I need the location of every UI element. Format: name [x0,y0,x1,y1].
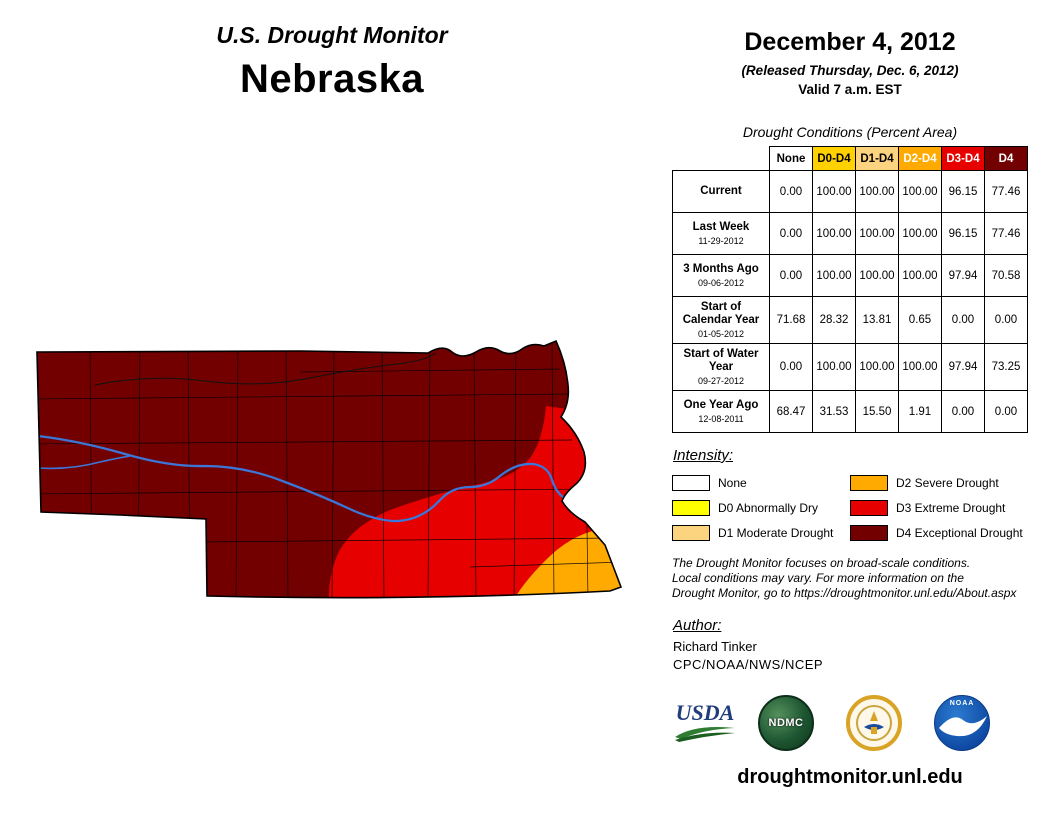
table-caption: Drought Conditions (Percent Area) [742,124,958,140]
stat-value: 96.15 [941,170,985,213]
disclaimer-text: The Drought Monitor focuses on broad-sca… [672,556,1017,600]
state-outline [36,339,623,599]
legend-item-d4: D4 Exceptional Drought [850,520,1028,545]
usda-field-icon [675,727,735,742]
platte-river [37,434,565,523]
col-header-d0-d4: D0-D4 [812,146,856,171]
col-header-d4: D4 [984,146,1028,171]
stat-value: 100.00 [898,343,942,391]
legend-item-d1: D1 Moderate Drought [672,520,850,545]
county-lines [37,341,621,598]
stat-value: 77.46 [984,170,1028,213]
stat-value: 100.00 [898,170,942,213]
row-label: One Year Ago 12-08-2011 [672,390,770,433]
noaa-gull-icon [939,716,987,737]
table-row: Last Week 11-29-2012 0.00 100.00 100.00 1… [672,212,1028,255]
south-platte-river [37,455,131,470]
legend-item-d2: D2 Severe Drought [850,470,1028,495]
col-header-d2-d4: D2-D4 [898,146,942,171]
col-header-d1-d4: D1-D4 [855,146,899,171]
row-label: Last Week 11-29-2012 [672,212,770,255]
table-row: Current 0.00 100.00 100.00 100.00 96.15 … [672,170,1028,213]
usda-logo: USDA [670,692,740,754]
table-header-row: None D0-D4 D1-D4 D2-D4 D3-D4 D4 [672,146,1028,171]
d0-swatch [672,499,710,516]
d2-swatch [850,474,888,491]
stat-value: 0.00 [984,390,1028,433]
d4-swatch [850,524,888,541]
niobrara-river [94,352,437,386]
legend-item-none: None [672,470,850,495]
stat-value: 0.00 [769,212,813,255]
stat-value: 0.00 [769,343,813,391]
d1-swatch [672,524,710,541]
col-header-none: None [769,146,813,171]
legend-item-d3: D3 Extreme Drought [850,495,1028,520]
table-corner-cell [672,146,770,171]
nebraska-drought-map [15,300,645,615]
stat-value: 100.00 [855,212,899,255]
stat-value: 0.00 [769,254,813,297]
stat-value: 97.94 [941,254,985,297]
stat-value: 15.50 [855,390,899,433]
agency-logos: USDA NDMC NOAA [670,692,1032,758]
row-label: Current [672,170,770,213]
state-name: Nebraska [239,57,425,101]
stat-value: 0.00 [984,296,1028,344]
table-row: One Year Ago 12-08-2011 68.47 31.53 15.50… [672,390,1028,433]
col-header-d3-d4: D3-D4 [941,146,985,171]
stat-value: 100.00 [855,254,899,297]
stat-value: 100.00 [812,254,856,297]
map-svg [36,339,623,599]
stat-value: 96.15 [941,212,985,255]
legend-heading: Intensity: [673,447,734,464]
report-title: U.S. Drought Monitor [216,22,448,48]
ndmc-logo: NDMC [758,692,814,754]
none-swatch [672,474,710,491]
stat-value: 31.53 [812,390,856,433]
stat-value: 13.81 [855,296,899,344]
stat-value: 100.00 [812,343,856,391]
title-block: U.S. Drought Monitor Nebraska [147,22,517,102]
commerce-eagle-icon [856,705,892,741]
stat-value: 1.91 [898,390,942,433]
row-label: Start of Water Year 09-27-2012 [672,343,770,391]
stat-value: 77.46 [984,212,1028,255]
site-url: droughtmonitor.unl.edu [737,766,963,788]
row-label: 3 Months Ago 09-06-2012 [672,254,770,297]
stat-value: 100.00 [855,343,899,391]
d3-swatch [850,499,888,516]
author-name: Richard Tinker [673,639,757,654]
table-row: 3 Months Ago 09-06-2012 0.00 100.00 100.0… [672,254,1028,297]
table-row: Start of Water Year 09-27-2012 0.00 100.0… [672,343,1028,391]
author-org: CPC/NOAA/NWS/NCEP [673,657,824,672]
stat-value: 73.25 [984,343,1028,391]
stat-value: 70.58 [984,254,1028,297]
noaa-logo: NOAA [934,692,990,754]
author-heading: Author: [673,617,722,634]
stat-value: 68.47 [769,390,813,433]
table-row: Start of Calendar Year 01-05-2012 71.68 2… [672,296,1028,344]
stat-value: 0.00 [941,390,985,433]
stat-value: 100.00 [855,170,899,213]
date-block: December 4, 2012 (Released Thursday, Dec… [690,28,1010,97]
stat-value: 0.65 [898,296,942,344]
stat-value: 28.32 [812,296,856,344]
commerce-seal-logo [846,692,902,754]
valid-time: Valid 7 a.m. EST [798,82,902,97]
drought-stats-table: None D0-D4 D1-D4 D2-D4 D3-D4 D4 Current … [672,146,1028,433]
released-date: (Released Thursday, Dec. 6, 2012) [741,63,959,78]
stat-value: 100.00 [898,254,942,297]
stat-value: 97.94 [941,343,985,391]
stat-value: 0.00 [941,296,985,344]
stat-value: 100.00 [812,212,856,255]
legend-item-d0: D0 Abnormally Dry [672,495,850,520]
stat-value: 71.68 [769,296,813,344]
stat-value: 100.00 [898,212,942,255]
stat-value: 0.00 [769,170,813,213]
stat-value: 100.00 [812,170,856,213]
row-label: Start of Calendar Year 01-05-2012 [672,296,770,344]
map-date: December 4, 2012 [744,28,956,56]
